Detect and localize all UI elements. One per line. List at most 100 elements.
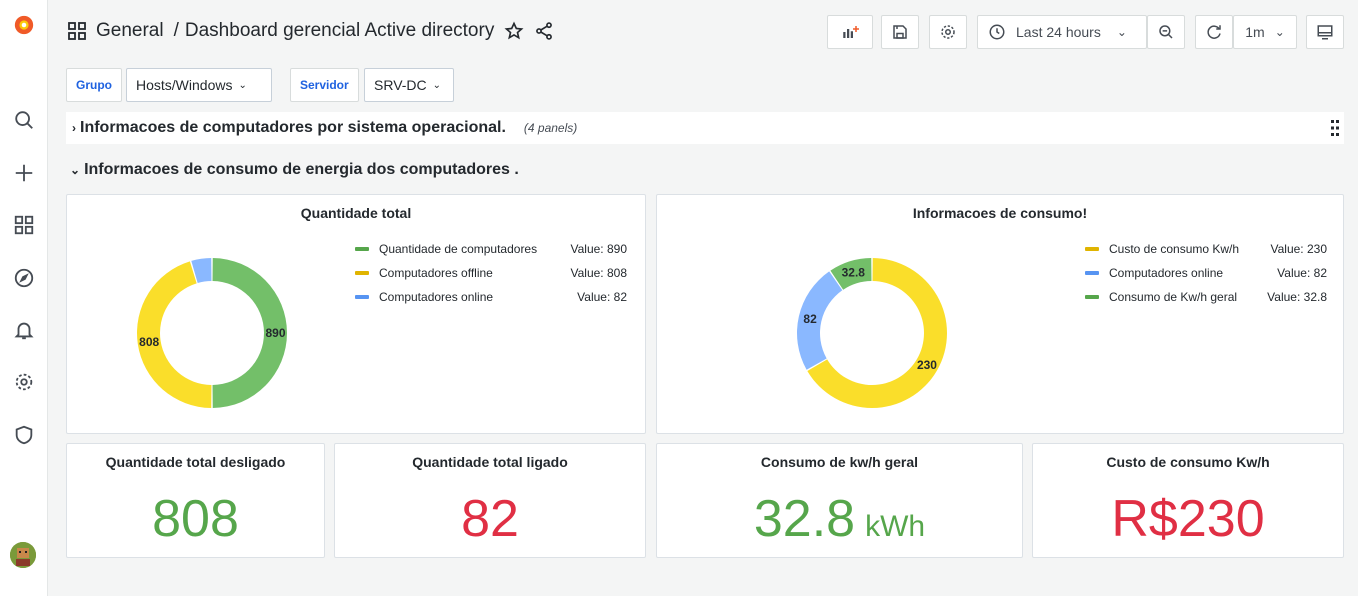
time-picker-button[interactable]: Last 24 hours ⌄: [977, 15, 1147, 49]
stat-value: 32.8 kWh: [657, 488, 1022, 558]
collapsed-row[interactable]: › Informacoes de computadores por sistem…: [66, 112, 1344, 144]
expanded-row-title[interactable]: Informacoes de consumo de energia dos co…: [84, 161, 519, 178]
pie-slice[interactable]: [830, 258, 872, 290]
legend-value: Value: 82: [1277, 266, 1327, 280]
view-mode-button[interactable]: [1306, 15, 1344, 49]
legend-item[interactable]: Computadores online Value: 82: [355, 285, 627, 309]
dashboard-grid-icon: [68, 22, 86, 40]
stat-panel-consumo-kwh[interactable]: Consumo de kw/h geral 32.8 kWh: [656, 443, 1023, 558]
stat-number: 32.8: [753, 490, 856, 548]
donut-chart: 230 82 32.8: [797, 258, 947, 408]
variable-value-servidor: SRV-DC: [374, 77, 427, 93]
variable-label-grupo: Grupo: [66, 68, 122, 102]
pie-slice[interactable]: [797, 271, 843, 370]
panel-title[interactable]: Quantidade total: [300, 205, 412, 221]
stat-number: R$230: [1111, 490, 1265, 548]
legend-name: Consumo de Kw/h geral: [1109, 290, 1238, 304]
legend-item[interactable]: Custo de consumo Kw/h Value: 230: [1085, 237, 1327, 261]
explore-compass-icon[interactable]: [0, 258, 48, 298]
donut-chart: 890 808: [136, 258, 288, 408]
pie-slice[interactable]: [212, 258, 288, 408]
create-plus-icon[interactable]: [0, 153, 48, 193]
stat-value: 82: [335, 488, 645, 550]
alerting-bell-icon[interactable]: [0, 310, 48, 350]
legend-swatch: [1085, 271, 1099, 275]
legend-name: Quantidade de computadores: [379, 242, 538, 256]
legend-name: Computadores online: [1109, 266, 1224, 280]
stat-panel-ligado[interactable]: Quantidade total ligado 82: [334, 443, 646, 558]
chevron-right-icon: ›: [72, 121, 76, 135]
slice-label: 82: [803, 312, 817, 326]
legend-item[interactable]: Quantidade de computadores Value: 890: [355, 237, 627, 261]
panel-title[interactable]: Quantidade total ligado: [412, 454, 568, 470]
row-panel-count: (4 panels): [523, 121, 578, 135]
add-panel-button[interactable]: [827, 15, 873, 49]
clock-icon: [989, 24, 1005, 40]
variable-label-servidor: Servidor: [290, 68, 359, 102]
grafana-logo-icon[interactable]: [0, 5, 48, 45]
panel-quantidade-total[interactable]: Quantidade total 890 808 Quantidade de co…: [66, 194, 646, 434]
legend-name: Computadores offline: [379, 266, 493, 280]
configuration-gear-icon[interactable]: [0, 362, 48, 402]
chart-legend: Custo de consumo Kw/h Value: 230 Computad…: [1085, 237, 1327, 309]
pie-slice[interactable]: [807, 258, 947, 408]
stat-panel-desligado[interactable]: Quantidade total desligado 808: [66, 443, 325, 558]
legend-swatch: [355, 271, 369, 275]
panel-title[interactable]: Custo de consumo Kw/h: [1106, 454, 1270, 470]
legend-value: Value: 808: [570, 266, 628, 280]
save-dashboard-button[interactable]: [881, 15, 919, 49]
chevron-down-icon: ⌄: [1274, 25, 1285, 39]
legend-item[interactable]: Computadores offline Value: 808: [355, 261, 627, 285]
stat-value: R$230: [1033, 488, 1343, 550]
share-icon[interactable]: [534, 21, 554, 41]
panel-title[interactable]: Quantidade total desligado: [105, 454, 286, 470]
panel-title[interactable]: Informacoes de consumo!: [912, 205, 1088, 221]
dashboard-title[interactable]: Dashboard gerencial Active directory: [184, 20, 495, 41]
stat-number: 808: [152, 490, 239, 548]
chevron-down-icon: ⌄: [1116, 25, 1127, 39]
expanded-row[interactable]: ⌄ Informacoes de consumo de energia dos …: [66, 156, 519, 184]
pie-slice[interactable]: [136, 261, 212, 408]
legend-swatch: [1085, 295, 1099, 299]
collapsed-row-title[interactable]: Informacoes de computadores por sistema …: [80, 119, 506, 136]
chart-legend: Quantidade de computadores Value: 890 Com…: [355, 237, 627, 309]
star-icon[interactable]: [504, 21, 524, 41]
pie-slice[interactable]: [191, 258, 212, 284]
legend-item[interactable]: Computadores online Value: 82: [1085, 261, 1327, 285]
slice-label: 32.8: [842, 265, 866, 279]
refresh-interval-label: 1m: [1245, 24, 1265, 40]
variable-select-grupo[interactable]: Hosts/Windows ⌄: [126, 68, 272, 102]
variable-select-servidor[interactable]: SRV-DC ⌄: [364, 68, 454, 102]
server-admin-shield-icon[interactable]: [0, 415, 48, 455]
chevron-down-icon: ⌄: [432, 79, 442, 91]
legend-item[interactable]: Consumo de Kw/h geral Value: 32.8: [1085, 285, 1327, 309]
search-icon[interactable]: [0, 100, 48, 140]
zoom-out-button[interactable]: [1147, 15, 1185, 49]
user-avatar[interactable]: [10, 542, 36, 568]
legend-name: Computadores online: [379, 290, 494, 304]
side-menu: [0, 0, 48, 596]
add-panel-icon: [843, 26, 859, 38]
refresh-icon: [1207, 25, 1221, 39]
gear-icon: [941, 25, 955, 39]
stat-panel-custo[interactable]: Custo de consumo Kw/h R$230: [1032, 443, 1344, 558]
legend-swatch: [355, 295, 369, 299]
slice-label: 890: [265, 326, 285, 340]
refresh-interval-picker[interactable]: 1m ⌄: [1233, 15, 1297, 49]
chevron-down-icon: ⌄: [238, 79, 247, 91]
panel-informacoes-de-consumo[interactable]: Informacoes de consumo! 230 82 32.8 Custo …: [656, 194, 1344, 434]
dashboards-icon[interactable]: [0, 205, 48, 245]
monitor-icon: [1317, 25, 1333, 40]
drag-handle-icon[interactable]: [1330, 118, 1340, 138]
breadcrumb-separator: /: [173, 20, 179, 41]
variable-value-grupo: Hosts/Windows: [136, 77, 233, 93]
legend-value: Value: 890: [570, 242, 628, 256]
dashboard-settings-button[interactable]: [929, 15, 967, 49]
stat-value: 808: [67, 488, 324, 550]
breadcrumb: General / Dashboard gerencial Active dir…: [68, 20, 554, 42]
chevron-down-icon: ⌄: [70, 163, 81, 177]
zoom-out-icon: [1159, 25, 1173, 39]
folder-link[interactable]: General: [96, 20, 164, 41]
panel-title[interactable]: Consumo de kw/h geral: [760, 454, 919, 470]
refresh-button[interactable]: [1195, 15, 1233, 49]
